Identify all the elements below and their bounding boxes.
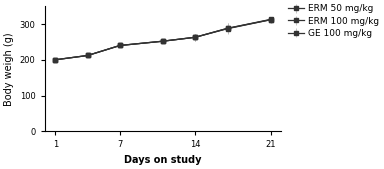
Y-axis label: Body weigh (g): Body weigh (g) (4, 32, 14, 105)
X-axis label: Days on study: Days on study (124, 155, 202, 165)
Legend: ERM 50 mg/kg, ERM 100 mg/kg, GE 100 mg/kg: ERM 50 mg/kg, ERM 100 mg/kg, GE 100 mg/k… (288, 4, 379, 38)
